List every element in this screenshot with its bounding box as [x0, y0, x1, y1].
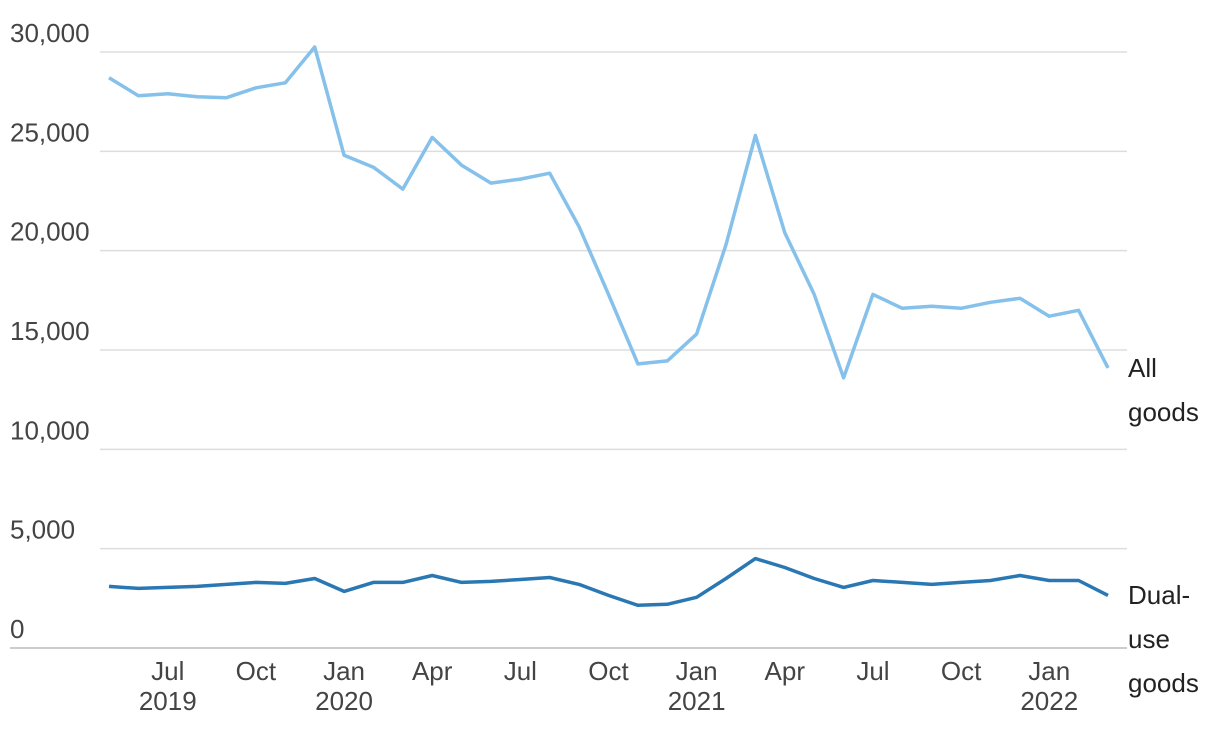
x-tick-label: Oct — [236, 656, 277, 686]
x-year-label: 2022 — [1020, 686, 1078, 716]
y-tick-label: 10,000 — [10, 415, 90, 445]
x-tick-label: Jul — [504, 656, 537, 686]
y-tick-label: 5,000 — [10, 515, 75, 545]
x-tick-label: Jul — [856, 656, 889, 686]
x-tick-label: Jan — [676, 656, 718, 686]
series-line — [108, 556, 1109, 608]
x-tick-label: Jul — [151, 656, 184, 686]
series-label: Dual-use goods — [1128, 580, 1199, 699]
y-tick-label: 0 — [10, 614, 24, 644]
series-line — [108, 45, 1110, 380]
x-tick-label: Oct — [588, 656, 629, 686]
y-tick-label: 20,000 — [10, 217, 90, 247]
x-tick-label: Jan — [323, 656, 365, 686]
x-tick-label: Jan — [1028, 656, 1070, 686]
y-tick-label: 15,000 — [10, 316, 90, 346]
x-year-label: 2019 — [139, 686, 197, 716]
x-year-label: 2020 — [315, 686, 373, 716]
series-label: All goods — [1128, 352, 1199, 427]
x-tick-label: Oct — [941, 656, 982, 686]
x-year-label: 2021 — [668, 686, 726, 716]
x-tick-label: Apr — [765, 656, 806, 686]
x-tick-label: Apr — [412, 656, 453, 686]
y-tick-label: 25,000 — [10, 117, 90, 147]
y-tick-label: 30,000 — [10, 18, 90, 48]
